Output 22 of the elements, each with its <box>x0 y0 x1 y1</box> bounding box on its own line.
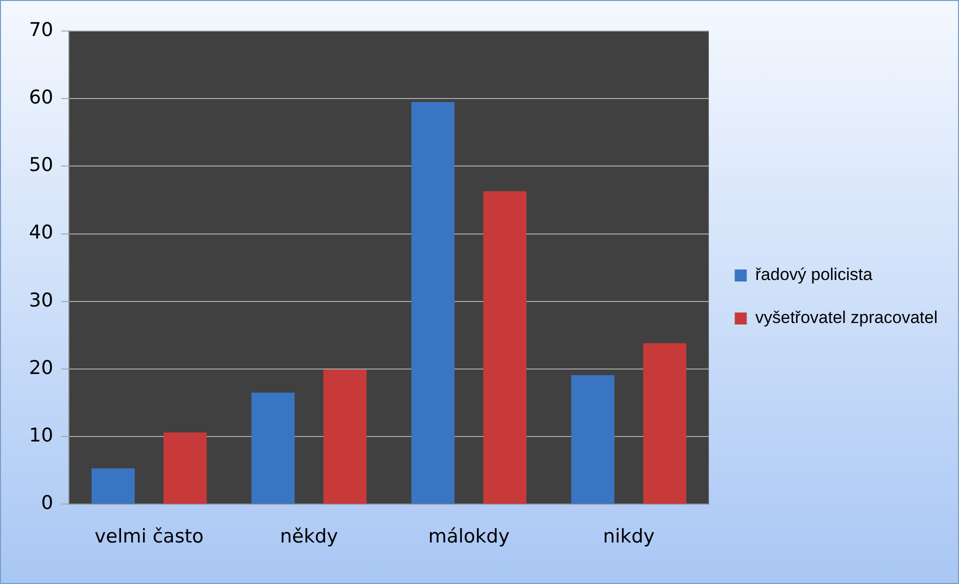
y-tick-label: 60 <box>28 86 54 109</box>
bar <box>571 375 614 504</box>
bar <box>251 392 295 504</box>
x-tick-label: velmi často <box>94 526 204 548</box>
x-tick-label: někdy <box>280 526 338 548</box>
bar <box>323 370 367 504</box>
x-tick-label: nikdy <box>602 526 655 548</box>
y-tick-label: 30 <box>28 289 54 312</box>
legend-label: řadový policista <box>755 265 873 284</box>
y-tick-label: 20 <box>28 356 54 379</box>
y-tick-label: 10 <box>28 424 54 447</box>
bar <box>643 343 686 504</box>
legend-label: vyšetřovatel zpracovatel <box>755 308 938 328</box>
y-tick-label: 40 <box>28 222 54 244</box>
bar <box>92 468 135 504</box>
bar <box>483 191 526 504</box>
x-tick-label: málokdy <box>428 526 510 548</box>
bar <box>164 432 207 504</box>
y-tick-label: 50 <box>28 154 54 176</box>
y-tick-label: 0 <box>41 492 54 514</box>
y-tick-label: 70 <box>28 18 54 41</box>
bar <box>411 102 455 504</box>
